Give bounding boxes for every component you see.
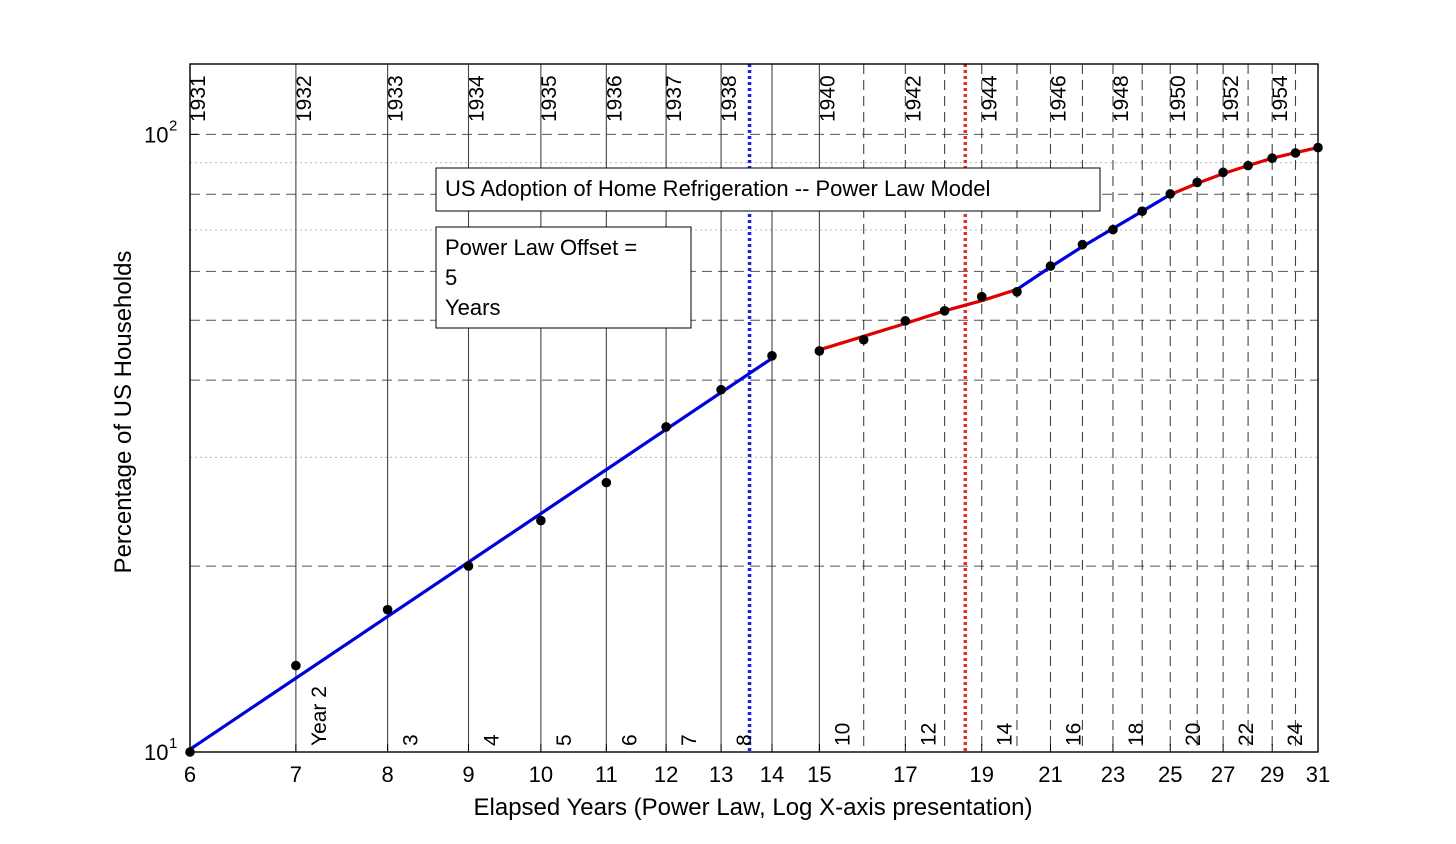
year-label: 1938: [718, 75, 741, 122]
x-tick-label: 23: [1101, 762, 1125, 787]
x-tick-label: 10: [529, 762, 553, 787]
data-point: [814, 346, 825, 356]
year-label: 1952: [1220, 75, 1243, 122]
year-label: 1946: [1047, 75, 1070, 122]
data-point: [1108, 224, 1118, 235]
year-label: 1937: [663, 75, 686, 122]
y-tick-label: 10: [144, 740, 168, 765]
x-tick-label: 8: [381, 762, 393, 787]
year-label: 1942: [902, 75, 925, 122]
data-point: [976, 291, 987, 302]
data-point: [1243, 160, 1253, 171]
data-point: [1218, 167, 1228, 178]
data-point: [1290, 148, 1301, 158]
data-point: [1267, 153, 1277, 164]
data-point: [382, 604, 393, 615]
data-point: [858, 334, 869, 345]
data-point: [1192, 177, 1202, 188]
series-line: [188, 356, 774, 751]
data-point: [601, 477, 612, 488]
year-label: 1931: [187, 75, 210, 122]
data-point: [291, 660, 301, 671]
data-point: [1165, 189, 1176, 199]
x-tick-label: 25: [1158, 762, 1182, 787]
year-label: 1954: [1269, 75, 1292, 122]
data-point: [1137, 206, 1148, 216]
y-tick-exponent: 2: [169, 117, 177, 134]
elapsed-year-label: 3: [400, 734, 423, 746]
elapsed-year-label: 16: [1062, 723, 1085, 746]
x-tick-label: 29: [1260, 762, 1284, 787]
elapsed-year-label: 6: [618, 734, 641, 746]
year-label: 1932: [293, 75, 316, 122]
title-box: US Adoption of Home Refrigeration -- Pow…: [435, 167, 1101, 212]
data-point: [1012, 287, 1022, 297]
annotation-line-3: Years: [445, 295, 500, 320]
year-label: 1936: [603, 75, 626, 122]
x-tick-label: 31: [1306, 762, 1330, 787]
x-tick-label: 15: [807, 762, 831, 787]
x-tick-label: 6: [184, 762, 196, 787]
data-point: [661, 422, 671, 432]
y-tick-label: 10: [144, 122, 168, 147]
elapsed-year-label: 4: [481, 734, 504, 746]
annotation-line-2: 5: [445, 265, 457, 290]
y-axis-title: Percentage of US Households: [110, 251, 137, 574]
elapsed-year-label: 12: [917, 723, 940, 746]
data-point: [716, 384, 726, 395]
elapsed-year-label: 20: [1182, 723, 1205, 746]
elapsed-year-label: Year 2: [308, 686, 331, 746]
elapsed-year-label: 10: [831, 723, 854, 746]
x-tick-label: 14: [760, 762, 784, 787]
data-point: [463, 561, 474, 571]
year-label: 1944: [979, 75, 1002, 122]
series-line: [1015, 193, 1172, 291]
x-axis-title: Elapsed Years (Power Law, Log X-axis pre…: [474, 794, 1033, 821]
elapsed-year-label: 24: [1284, 722, 1307, 746]
annotation-box: Power Law Offset = 5 Years: [435, 226, 692, 329]
x-tick-label: 21: [1038, 762, 1062, 787]
data-point: [767, 351, 777, 361]
data-point: [900, 316, 911, 326]
x-tick-label: 11: [595, 762, 618, 787]
x-tick-label: 17: [893, 762, 917, 787]
elapsed-year-label: 22: [1235, 723, 1258, 746]
annotation-line-1: Power Law Offset =: [445, 235, 637, 260]
x-tick-label: 9: [462, 762, 474, 787]
x-tick-label: 27: [1211, 762, 1235, 787]
plot-frame: [189, 63, 1319, 753]
elapsed-year-label: 14: [994, 722, 1017, 746]
data-point: [1045, 261, 1056, 271]
chart-title: US Adoption of Home Refrigeration -- Pow…: [445, 176, 990, 201]
year-label: 1935: [538, 75, 561, 122]
elapsed-year-label: 5: [553, 734, 576, 746]
elapsed-year-label: 8: [733, 734, 756, 746]
data-point: [1077, 239, 1088, 250]
x-tick-label: 19: [970, 762, 994, 787]
elapsed-year-label: 18: [1125, 723, 1148, 746]
year-label: 1940: [816, 75, 839, 122]
data-point: [939, 306, 950, 316]
x-tick-label: 12: [654, 762, 678, 787]
in-plot-labels: 1931 1932 1933 1934 1935 1936 1937 1938 1940 1942…: [187, 75, 1307, 746]
x-tick-label: 7: [290, 762, 302, 787]
y-tick-exponent: 1: [169, 735, 177, 752]
year-label: 1950: [1167, 75, 1190, 122]
elapsed-year-label: 7: [678, 734, 701, 746]
x-tick-label: 13: [709, 762, 733, 787]
series-line: [817, 287, 1019, 352]
year-label: 1934: [466, 75, 489, 122]
year-label: 1933: [385, 75, 408, 122]
year-label: 1948: [1110, 75, 1133, 122]
data-point: [536, 515, 546, 526]
